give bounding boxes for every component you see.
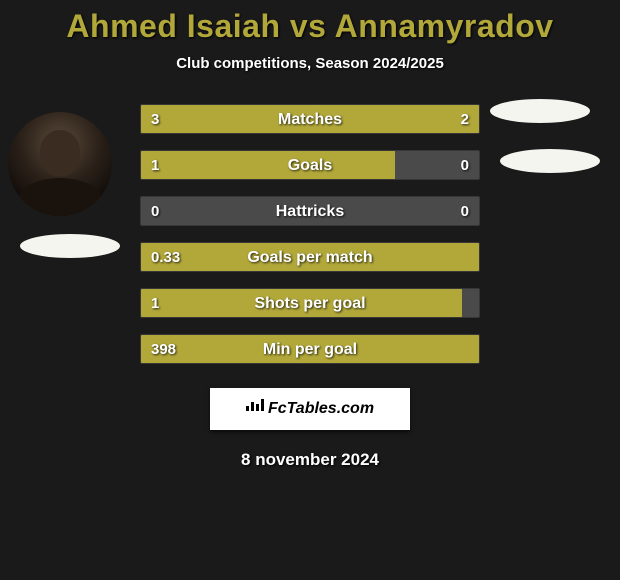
branding-text: FcTables.com: [268, 400, 374, 417]
comparison-content: 32Matches10Goals00Hattricks0.33Goals per…: [0, 104, 620, 470]
date-text: 8 november 2024: [0, 450, 620, 470]
bar-fill-left: [141, 243, 479, 271]
stat-row: 0.33Goals per match: [140, 242, 480, 272]
stat-value-right: 2: [461, 105, 469, 134]
stat-row: 398Min per goal: [140, 334, 480, 364]
stat-value-right: 0: [461, 151, 469, 180]
page-title: Ahmed Isaiah vs Annamyradov: [0, 0, 620, 45]
bar-fill-left: [141, 289, 462, 317]
stat-value-left: 1: [151, 289, 159, 318]
branding-badge: FcTables.com: [210, 388, 410, 430]
bar-fill-left: [141, 151, 395, 179]
stat-row: 1Shots per goal: [140, 288, 480, 318]
stat-label: Hattricks: [141, 197, 479, 225]
stat-value-left: 1: [151, 151, 159, 180]
stat-row: 32Matches: [140, 104, 480, 134]
stat-value-left: 0.33: [151, 243, 180, 272]
stat-bars: 32Matches10Goals00Hattricks0.33Goals per…: [140, 104, 480, 380]
bar-fill-left: [141, 105, 344, 133]
bar-fill-left: [141, 335, 479, 363]
chart-icon: [246, 386, 264, 428]
bar-fill-right: [344, 105, 479, 133]
stat-value-right: 0: [461, 197, 469, 226]
stat-value-left: 0: [151, 197, 159, 226]
stat-row: 0 0Hattricks: [140, 196, 480, 226]
stat-row: 10Goals: [140, 150, 480, 180]
stat-value-left: 398: [151, 335, 176, 364]
page-subtitle: Club competitions, Season 2024/2025: [0, 55, 620, 72]
stat-value-left: 3: [151, 105, 159, 134]
bars-container: 32Matches10Goals00Hattricks0.33Goals per…: [0, 104, 620, 384]
